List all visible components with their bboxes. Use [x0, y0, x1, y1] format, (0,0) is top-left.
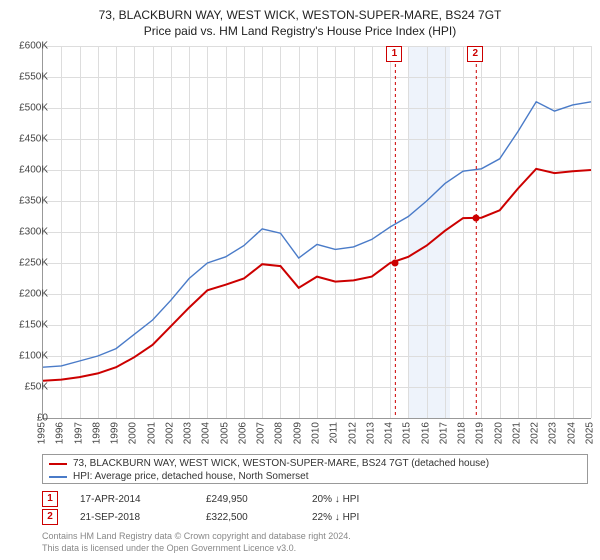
x-axis-label: 2002: [164, 422, 175, 444]
x-axis-label: 2022: [530, 422, 541, 444]
x-axis-label: 2000: [128, 422, 139, 444]
x-axis-label: 2009: [292, 422, 303, 444]
x-axis-label: 2020: [493, 422, 504, 444]
chart-title-line2: Price paid vs. HM Land Registry's House …: [0, 22, 600, 38]
chart-lines-svg: [43, 46, 591, 418]
marker-box-2: 2: [42, 509, 58, 525]
x-axis-label: 1999: [110, 422, 121, 444]
legend-row-1: 73, BLACKBURN WAY, WEST WICK, WESTON-SUP…: [49, 457, 581, 470]
y-axis-label: £450K: [2, 134, 48, 145]
x-axis-label: 2012: [347, 422, 358, 444]
y-axis-label: £400K: [2, 165, 48, 176]
y-axis-label: £150K: [2, 320, 48, 331]
transactions-table: 1 17-APR-2014 £249,950 20% ↓ HPI 2 21-SE…: [42, 490, 588, 526]
x-axis-label: 2017: [438, 422, 449, 444]
legend-swatch-2: [49, 476, 67, 478]
series-price-paid: [43, 169, 591, 381]
x-axis-label: 2018: [457, 422, 468, 444]
chart-container: 73, BLACKBURN WAY, WEST WICK, WESTON-SUP…: [0, 0, 600, 560]
series-hpi: [43, 102, 591, 367]
marker-dot: [392, 260, 399, 267]
x-axis-label: 2007: [256, 422, 267, 444]
x-axis-label: 2013: [365, 422, 376, 444]
legend-swatch-1: [49, 463, 67, 465]
y-axis-label: £600K: [2, 41, 48, 52]
x-axis-label: 2005: [219, 422, 230, 444]
legend-label-1: 73, BLACKBURN WAY, WEST WICK, WESTON-SUP…: [73, 458, 489, 469]
x-axis-label: 1995: [37, 422, 48, 444]
y-axis-label: £50K: [2, 382, 48, 393]
x-axis-label: 2024: [566, 422, 577, 444]
transaction-delta-2: 22% ↓ HPI: [312, 512, 432, 523]
transaction-price-1: £249,950: [206, 494, 306, 505]
transaction-delta-1: 20% ↓ HPI: [312, 494, 432, 505]
x-axis-label: 2001: [146, 422, 157, 444]
x-axis-label: 2021: [511, 422, 522, 444]
x-axis-label: 2004: [201, 422, 212, 444]
x-axis-label: 2025: [585, 422, 596, 444]
y-axis-label: £500K: [2, 103, 48, 114]
x-axis-label: 1998: [91, 422, 102, 444]
x-axis-label: 2006: [237, 422, 248, 444]
x-axis-label: 2003: [183, 422, 194, 444]
transaction-date-2: 21-SEP-2018: [80, 512, 200, 523]
reference-marker-box: 1: [386, 46, 402, 62]
footer-line2: This data is licensed under the Open Gov…: [42, 542, 351, 554]
transaction-date-1: 17-APR-2014: [80, 494, 200, 505]
y-axis-label: £100K: [2, 351, 48, 362]
x-axis-label: 2014: [384, 422, 395, 444]
reference-marker-box: 2: [467, 46, 483, 62]
y-axis-label: £200K: [2, 289, 48, 300]
y-axis-label: £250K: [2, 258, 48, 269]
legend-row-2: HPI: Average price, detached house, Nort…: [49, 470, 581, 483]
x-axis-label: 1996: [55, 422, 66, 444]
gridline-v: [591, 46, 592, 418]
y-axis-label: £550K: [2, 72, 48, 83]
marker-box-1: 1: [42, 491, 58, 507]
table-row: 1 17-APR-2014 £249,950 20% ↓ HPI: [42, 490, 588, 508]
legend-box: 73, BLACKBURN WAY, WEST WICK, WESTON-SUP…: [42, 454, 588, 484]
table-row: 2 21-SEP-2018 £322,500 22% ↓ HPI: [42, 508, 588, 526]
x-axis-label: 1997: [73, 422, 84, 444]
chart-title-line1: 73, BLACKBURN WAY, WEST WICK, WESTON-SUP…: [0, 0, 600, 22]
x-axis-label: 2008: [274, 422, 285, 444]
x-axis-label: 2011: [329, 422, 340, 444]
footer-attribution: Contains HM Land Registry data © Crown c…: [42, 530, 351, 554]
x-axis-label: 2010: [311, 422, 322, 444]
x-axis-label: 2015: [402, 422, 413, 444]
y-axis-label: £350K: [2, 196, 48, 207]
transaction-price-2: £322,500: [206, 512, 306, 523]
x-axis-label: 2023: [548, 422, 559, 444]
x-axis-label: 2016: [420, 422, 431, 444]
footer-line1: Contains HM Land Registry data © Crown c…: [42, 530, 351, 542]
marker-dot: [473, 215, 480, 222]
y-axis-label: £300K: [2, 227, 48, 238]
legend-label-2: HPI: Average price, detached house, Nort…: [73, 471, 309, 482]
chart-plot-area: [42, 46, 591, 419]
x-axis-label: 2019: [475, 422, 486, 444]
